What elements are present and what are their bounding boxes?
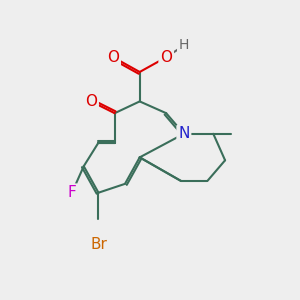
Text: H: H [179, 38, 189, 52]
Text: O: O [160, 50, 172, 65]
Text: Br: Br [90, 237, 107, 252]
Text: O: O [85, 94, 97, 109]
Text: N: N [178, 126, 190, 141]
Text: F: F [68, 185, 76, 200]
Text: O: O [107, 50, 119, 65]
